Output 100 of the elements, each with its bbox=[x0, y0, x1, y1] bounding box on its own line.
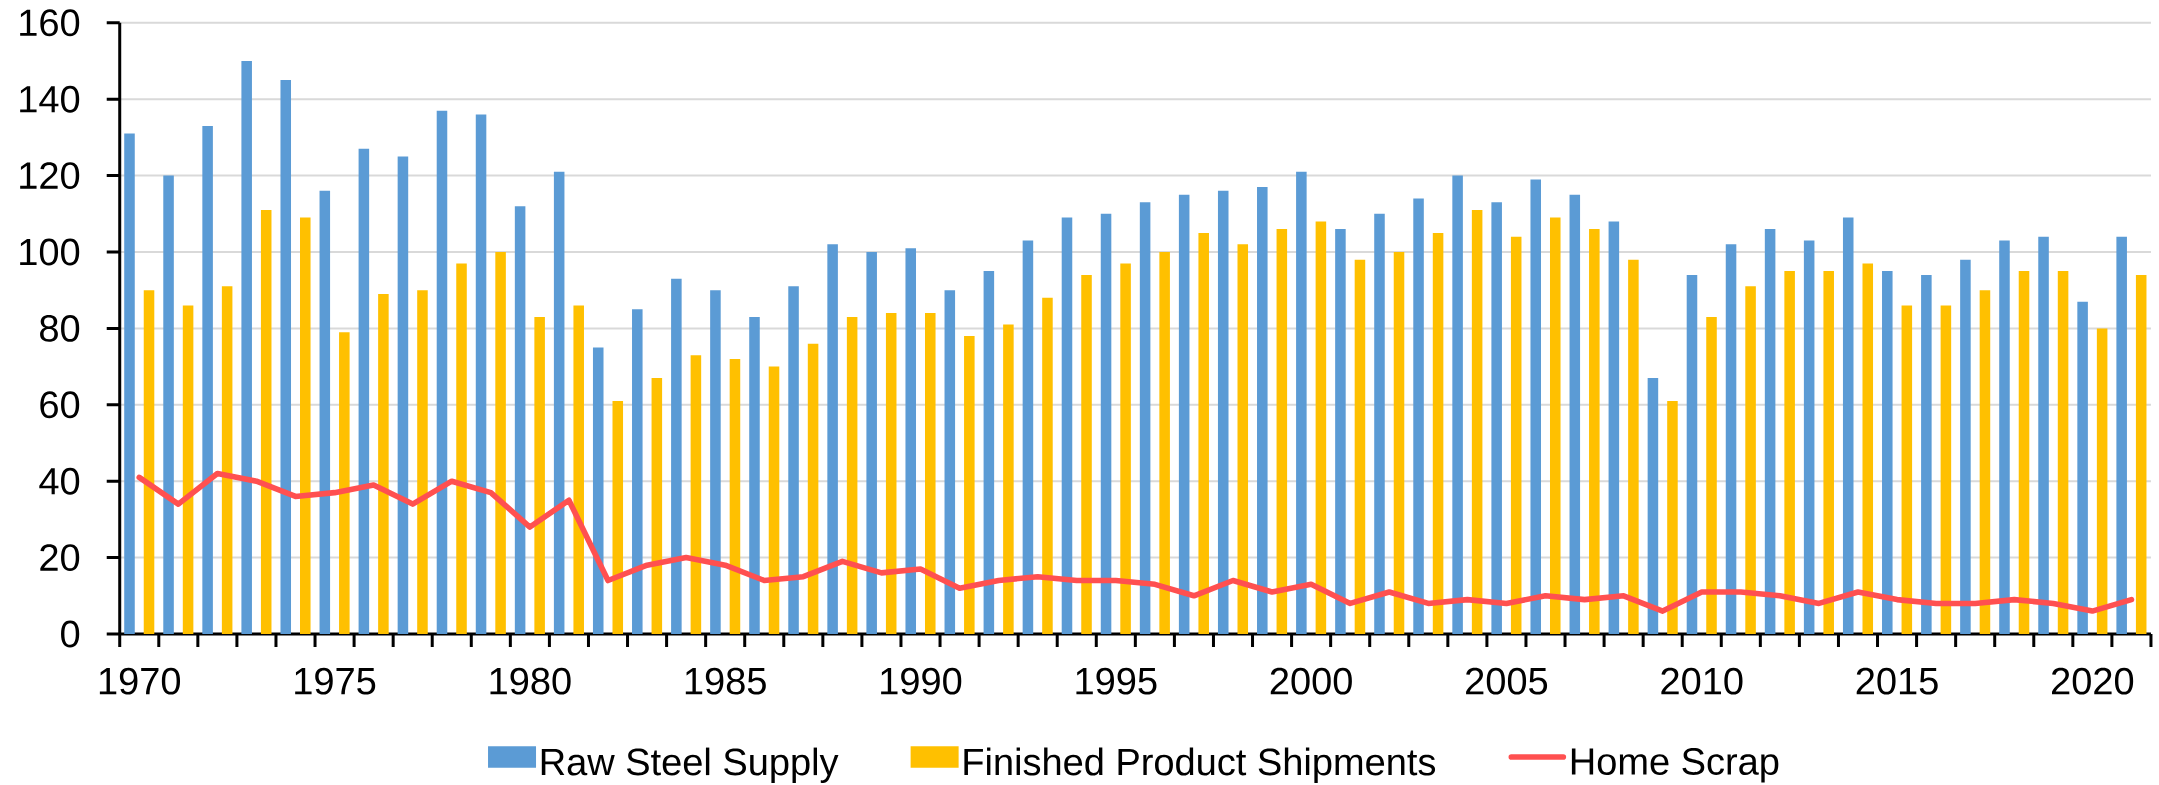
bar bbox=[2057, 271, 2069, 634]
bar bbox=[1452, 175, 1463, 634]
bar bbox=[944, 290, 956, 634]
bar bbox=[1764, 229, 1776, 634]
bar bbox=[300, 217, 311, 634]
x-tick-label: 2015 bbox=[1856, 667, 1938, 695]
y-tick-label: 60 bbox=[40, 391, 80, 419]
legend-label: Finished Product Shipments bbox=[964, 747, 1436, 783]
bar bbox=[475, 114, 487, 634]
bar bbox=[1510, 236, 1522, 634]
bar bbox=[1979, 290, 1991, 634]
bar bbox=[241, 60, 252, 634]
bar bbox=[1198, 232, 1209, 634]
bar bbox=[1842, 217, 1854, 634]
bar bbox=[124, 133, 135, 634]
bar bbox=[358, 148, 370, 634]
bar bbox=[339, 332, 350, 634]
bar bbox=[788, 286, 799, 634]
bar bbox=[612, 400, 624, 634]
y-tick-label: 20 bbox=[40, 544, 80, 572]
bar bbox=[202, 125, 213, 634]
bar bbox=[1628, 259, 1639, 634]
bar bbox=[768, 366, 780, 634]
bar bbox=[983, 271, 995, 634]
bar bbox=[397, 156, 409, 634]
y-tick-label: 80 bbox=[40, 314, 80, 342]
bar bbox=[1725, 244, 1737, 634]
bar bbox=[749, 316, 760, 634]
bar bbox=[1491, 202, 1502, 634]
bar bbox=[1315, 221, 1327, 634]
bar bbox=[1882, 271, 1893, 634]
bar bbox=[1139, 202, 1151, 634]
bar bbox=[1354, 259, 1366, 634]
bar bbox=[2018, 271, 2030, 634]
bar bbox=[710, 290, 721, 634]
bar bbox=[632, 309, 643, 634]
bar bbox=[143, 290, 155, 634]
bar bbox=[1862, 263, 1874, 634]
bar bbox=[417, 290, 428, 634]
bar bbox=[1100, 213, 1112, 634]
bar bbox=[2096, 328, 2108, 634]
bar bbox=[1217, 190, 1229, 634]
bar bbox=[2077, 301, 2088, 634]
x-tick-label: 1985 bbox=[685, 667, 766, 695]
bar bbox=[866, 251, 877, 634]
bar bbox=[1530, 179, 1541, 634]
bar bbox=[2135, 274, 2147, 634]
bar bbox=[436, 110, 448, 634]
bar bbox=[1569, 194, 1581, 634]
y-tick-label: 100 bbox=[20, 238, 80, 266]
bar bbox=[1237, 244, 1249, 634]
bar bbox=[1061, 217, 1073, 634]
y-tick-label: 140 bbox=[20, 85, 80, 113]
bar bbox=[1803, 240, 1815, 634]
bar bbox=[1999, 240, 2010, 634]
bar bbox=[1706, 316, 1717, 634]
bar bbox=[1393, 251, 1405, 634]
bar bbox=[729, 358, 741, 634]
bar bbox=[1921, 274, 1932, 634]
x-tick-label: 1970 bbox=[99, 667, 181, 695]
bar bbox=[1276, 229, 1288, 634]
x-tick-label: 2010 bbox=[1661, 667, 1743, 695]
bar bbox=[260, 209, 272, 634]
bar bbox=[573, 305, 584, 634]
bar bbox=[1257, 187, 1268, 634]
x-tick-label: 1995 bbox=[1076, 667, 1157, 695]
bar bbox=[1042, 297, 1053, 634]
y-tick-label: 160 bbox=[20, 9, 80, 37]
bar bbox=[690, 355, 702, 634]
bar bbox=[964, 336, 975, 634]
x-tick-label: 1990 bbox=[881, 667, 962, 695]
bar bbox=[1589, 229, 1600, 634]
legend-label: Home Scrap bbox=[1571, 748, 1779, 783]
bar bbox=[1335, 229, 1346, 634]
x-tick-label: 1975 bbox=[295, 667, 376, 695]
bar bbox=[182, 305, 194, 634]
bar bbox=[319, 190, 331, 634]
bar bbox=[1823, 271, 1834, 634]
bar bbox=[1549, 217, 1561, 634]
bar bbox=[807, 343, 819, 634]
x-tick-label: 2005 bbox=[1466, 667, 1548, 695]
x-tick-label: 1980 bbox=[490, 667, 571, 695]
bar bbox=[592, 347, 604, 634]
bar bbox=[1178, 194, 1190, 634]
bar bbox=[1608, 221, 1620, 634]
bar bbox=[1022, 240, 1034, 634]
bar bbox=[925, 313, 936, 634]
bar bbox=[2116, 236, 2127, 634]
bar bbox=[514, 206, 526, 634]
bar bbox=[280, 80, 292, 634]
bar bbox=[651, 378, 663, 634]
bar bbox=[1667, 400, 1678, 634]
bar bbox=[1745, 286, 1756, 634]
x-tick-label: 2020 bbox=[2052, 667, 2134, 695]
bar bbox=[495, 251, 506, 634]
bar bbox=[1471, 209, 1483, 634]
y-tick-label: 40 bbox=[39, 467, 80, 495]
bar bbox=[1901, 305, 1913, 634]
y-tick-label: 0 bbox=[61, 620, 80, 648]
bar bbox=[1003, 324, 1014, 634]
